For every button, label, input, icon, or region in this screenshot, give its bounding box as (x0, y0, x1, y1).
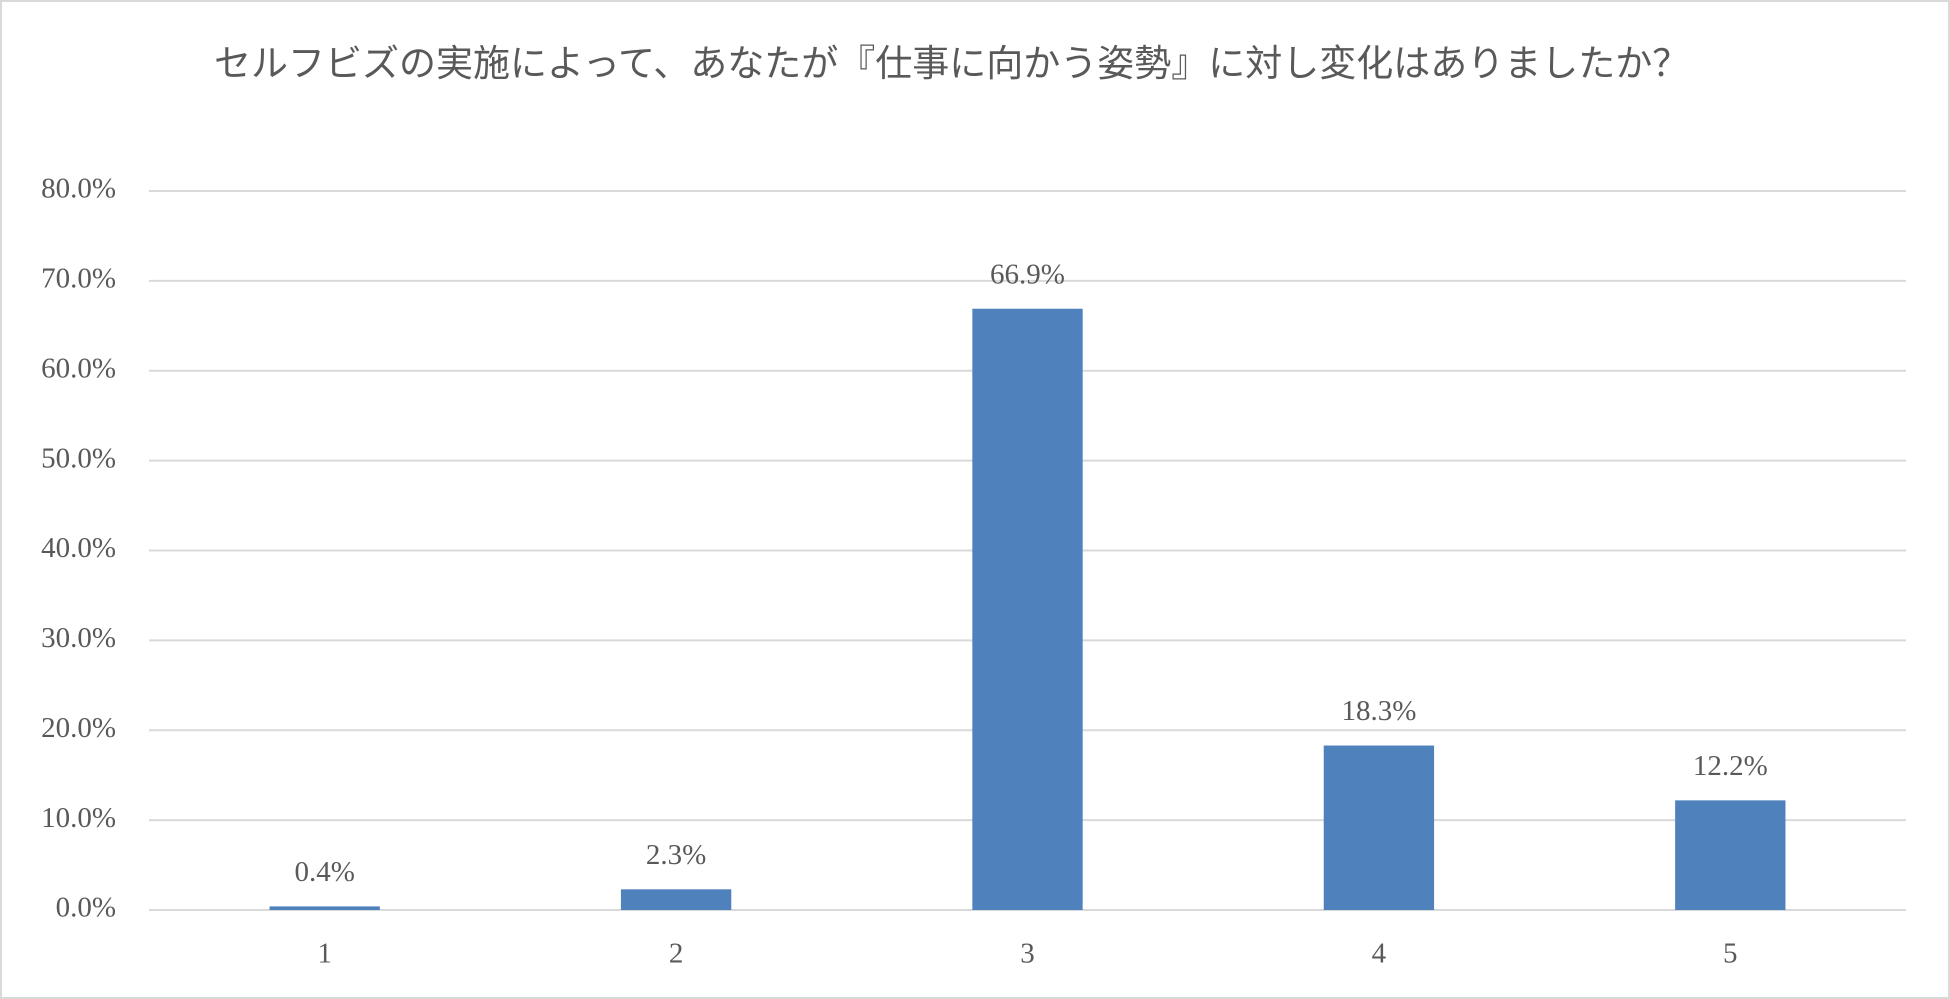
bar (620, 889, 732, 910)
y-tick-label: 10.0% (41, 802, 116, 834)
y-tick-label: 70.0% (41, 263, 116, 295)
data-label: 66.9% (990, 258, 1065, 290)
x-tick-label: 1 (317, 938, 332, 970)
bar (1675, 800, 1786, 910)
data-label: 18.3% (1341, 695, 1416, 727)
y-tick-label: 30.0% (41, 622, 116, 654)
bar (972, 308, 1083, 911)
chart-title: セルフビズの実施によって、あなたが『仕事に向かう姿勢』に対し変化はありましたか？ (214, 44, 1690, 85)
x-tick-label: 4 (1372, 938, 1387, 970)
y-tick-label: 60.0% (41, 352, 116, 384)
data-label: 0.4% (294, 856, 354, 888)
bar (1323, 745, 1435, 910)
x-tick-label: 5 (1723, 938, 1738, 970)
y-tick-label: 20.0% (41, 712, 116, 744)
bar (269, 906, 380, 910)
x-tick-label: 3 (1020, 938, 1035, 970)
y-tick-label: 80.0% (41, 173, 116, 205)
y-tick-label: 0.0% (56, 892, 116, 924)
data-label: 12.2% (1693, 750, 1768, 782)
x-tick-label: 2 (669, 938, 684, 970)
y-tick-label: 40.0% (41, 532, 116, 564)
data-label: 2.3% (646, 839, 706, 871)
y-tick-label: 50.0% (41, 442, 116, 474)
